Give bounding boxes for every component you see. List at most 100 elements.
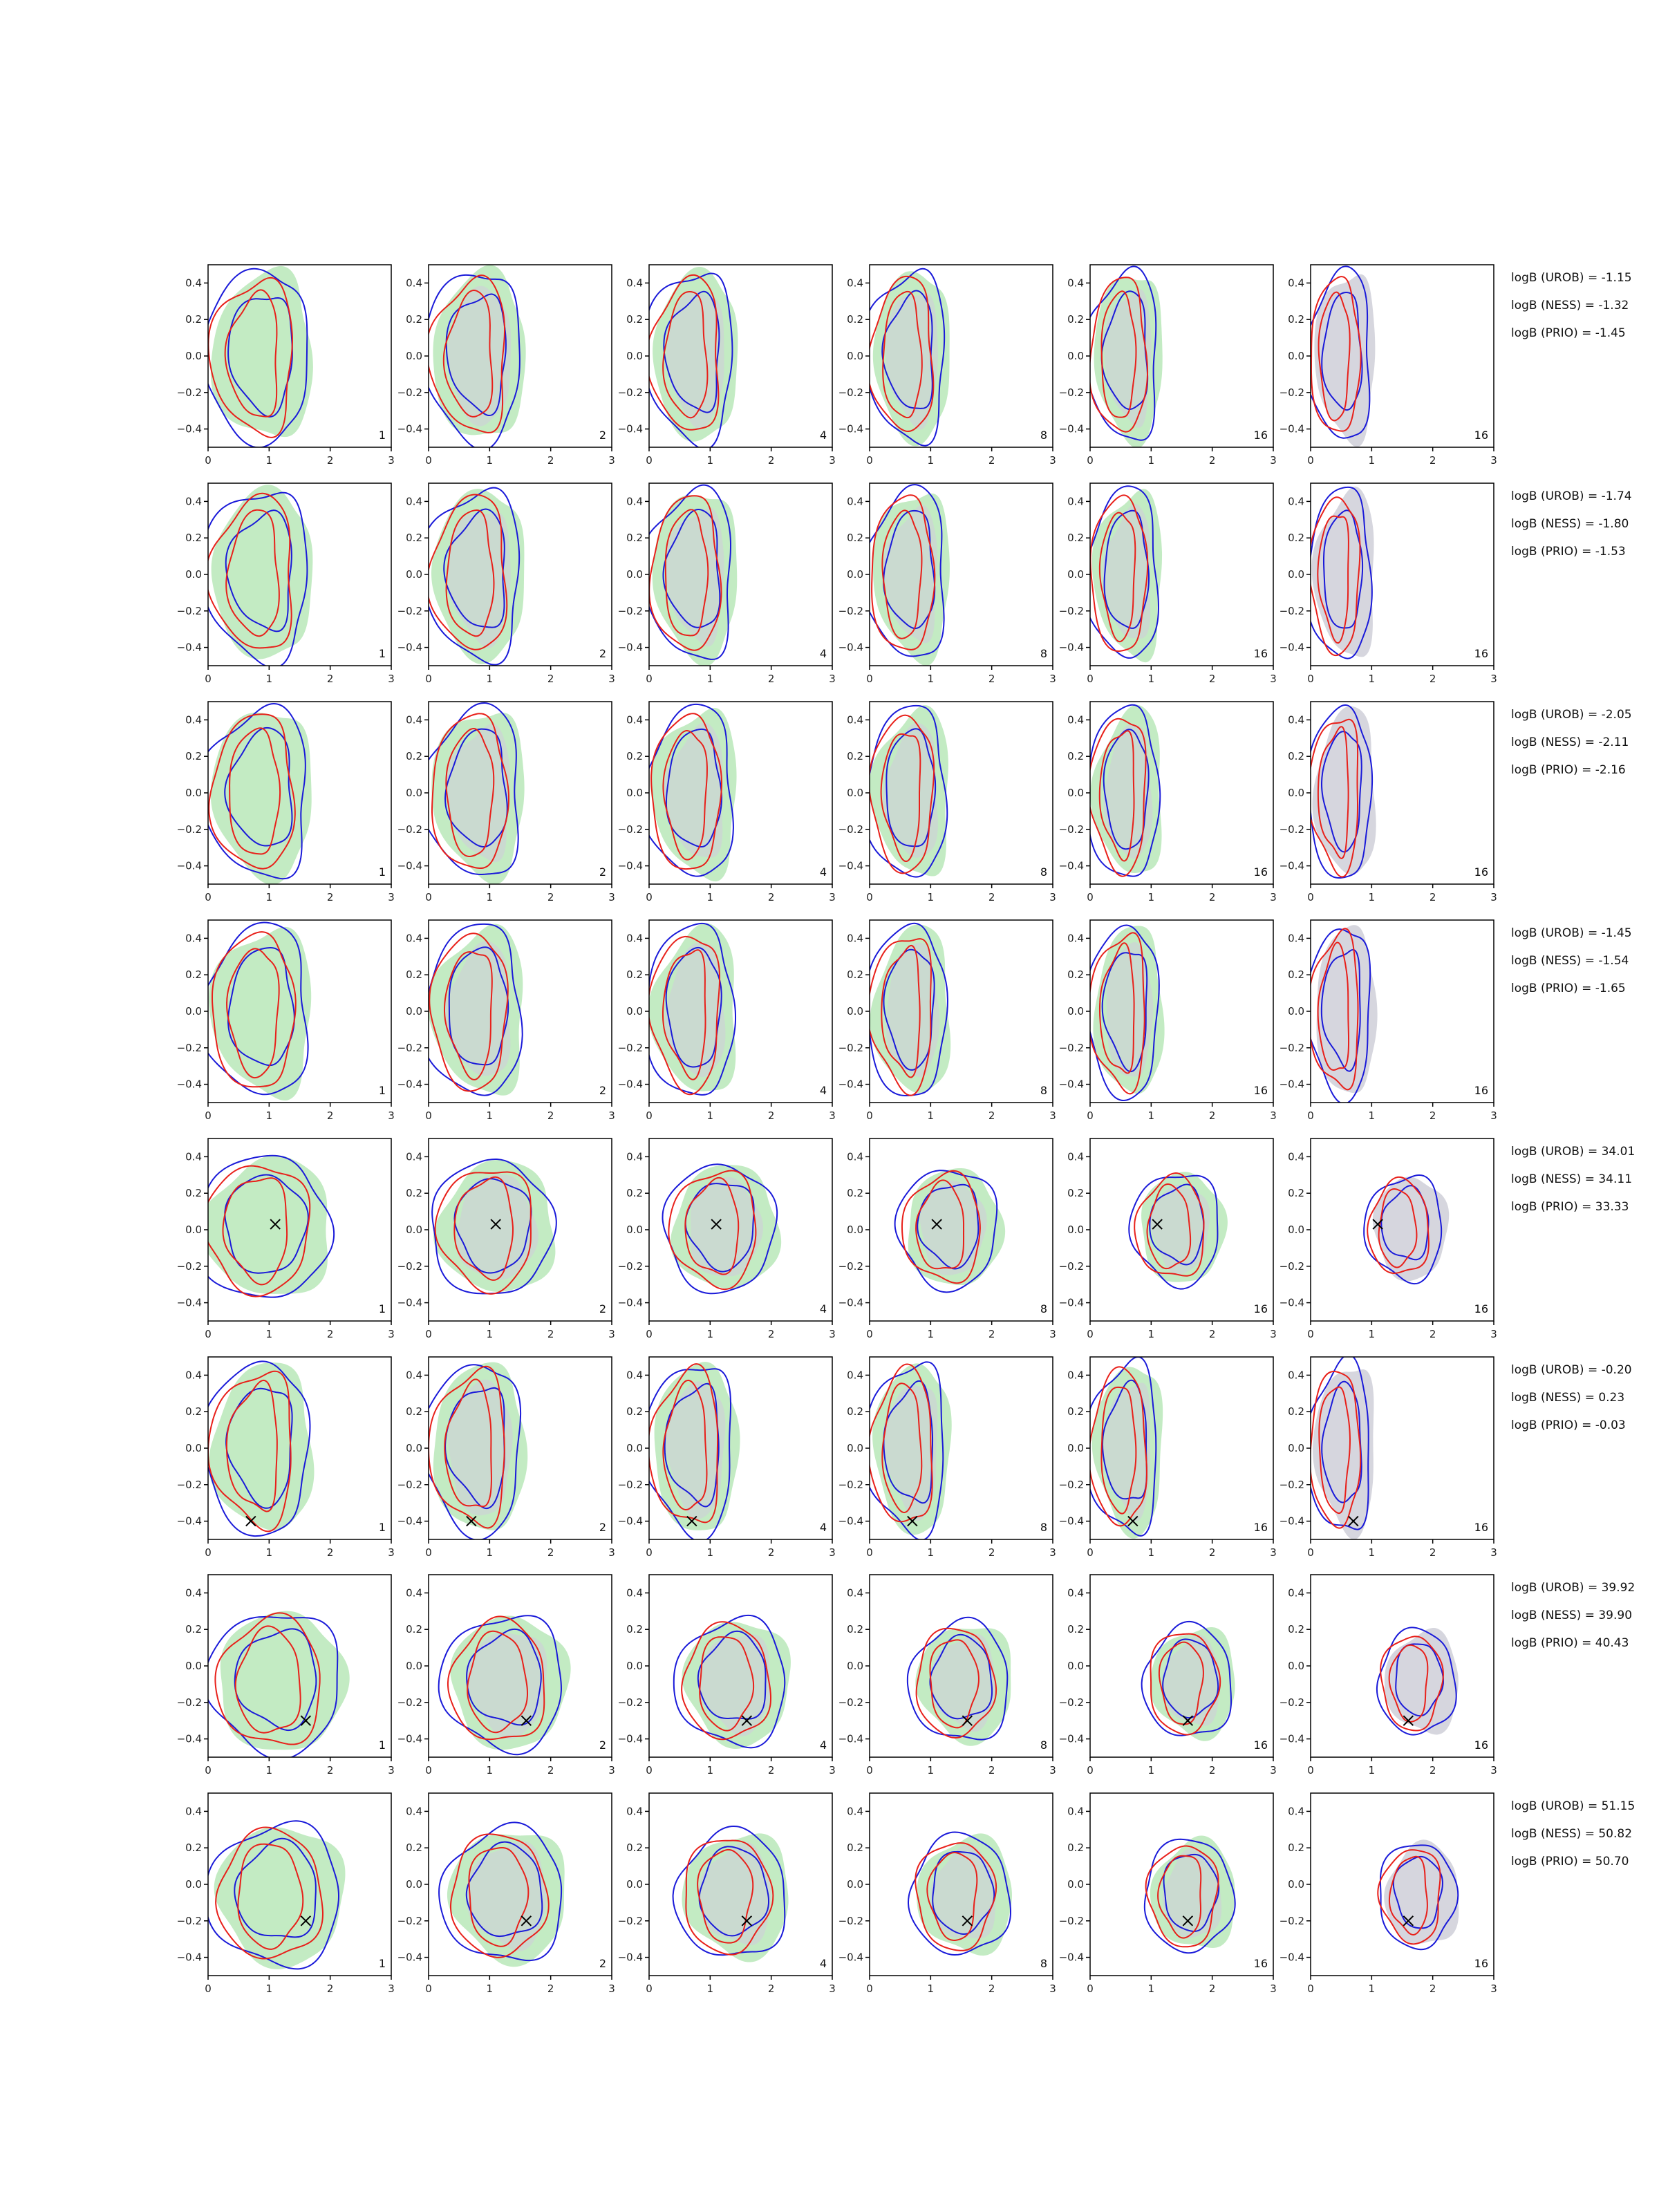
blue-contour-outer xyxy=(906,1616,1009,1741)
y-tick-label: 0.4 xyxy=(406,495,422,507)
y-tick-label: −0.2 xyxy=(177,1042,202,1054)
blue-contour-outer xyxy=(1141,1620,1232,1736)
y-tick-label: 0.2 xyxy=(406,1187,422,1199)
y-tick-label: 0.4 xyxy=(1288,713,1304,726)
sample-count-label: 8 xyxy=(1040,1302,1047,1315)
x-tick-label: 3 xyxy=(1270,1983,1277,1995)
true-value-marker xyxy=(907,1515,918,1527)
blue-contour-outer xyxy=(1311,1357,1369,1530)
y-tick-label: −0.4 xyxy=(1059,1733,1084,1745)
y-tick-label: −0.2 xyxy=(1059,1260,1084,1273)
y-tick-label: 0.0 xyxy=(185,1660,202,1672)
red-contour-outer xyxy=(1311,718,1359,878)
contour-group xyxy=(1311,1357,1374,1539)
blue-contour-outer xyxy=(673,1614,786,1749)
x-tick-label: 2 xyxy=(1430,1328,1436,1340)
x-tick-label: 3 xyxy=(1490,1764,1497,1777)
x-tick-label: 1 xyxy=(266,673,273,685)
y-tick-label: 0.0 xyxy=(1067,568,1084,581)
y-tick-label: 0.4 xyxy=(406,932,422,944)
sample-count-label: 16 xyxy=(1474,1302,1488,1315)
posterior-fill xyxy=(444,723,510,863)
y-tick-label: 0.2 xyxy=(185,1405,202,1418)
x-tick-label: 1 xyxy=(707,1764,714,1777)
x-tick-label: 0 xyxy=(646,1764,653,1777)
x-tick-label: 0 xyxy=(1087,1328,1094,1340)
x-tick-label: 2 xyxy=(327,1546,334,1559)
logb-label: logB (UROB) = -2.05 xyxy=(1511,708,1632,722)
blue-contour-inner xyxy=(665,728,723,848)
red-contour-outer xyxy=(449,1833,550,1958)
true-value-marker xyxy=(466,1515,477,1527)
y-tick-label: −0.4 xyxy=(618,641,643,654)
posterior-fill xyxy=(883,1385,938,1521)
blue-contour-outer xyxy=(208,1360,311,1537)
panel-r7-c4: 0.4 0.2 0.0 −0.2 −0.4 0 1 2 38 xyxy=(838,1574,1056,1777)
y-tick-label: −0.2 xyxy=(177,1915,202,1927)
y-tick-label: 0.2 xyxy=(626,313,643,326)
logb-label: logB (NESS) = 39.90 xyxy=(1511,1609,1632,1622)
y-tick-label: 0.2 xyxy=(847,1187,863,1199)
density-fill xyxy=(1372,1177,1450,1282)
x-tick-label: 0 xyxy=(1087,1109,1094,1122)
y-tick-label: 0.0 xyxy=(406,1442,422,1454)
x-tick-label: 2 xyxy=(327,454,334,467)
blue-contour-inner xyxy=(885,728,937,847)
y-tick-label: 0.0 xyxy=(185,1878,202,1891)
y-tick-label: 0.0 xyxy=(1288,568,1304,581)
panel-r6-c2: 0.40.20.0−0.2−0.40 1 2 32 xyxy=(397,1356,615,1559)
blue-contour-inner xyxy=(1163,1853,1220,1932)
y-tick-label: 0.0 xyxy=(626,1005,643,1018)
sample-count-label: 16 xyxy=(1254,429,1268,442)
x-tick-label: 0 xyxy=(205,454,212,467)
y-tick-label: 0.4 xyxy=(847,713,863,726)
logb-label: logB (UROB) = 34.01 xyxy=(1511,1145,1635,1159)
x-tick-label: 2 xyxy=(547,454,554,467)
posterior-fill xyxy=(698,1841,771,1945)
red-contour-inner xyxy=(453,1176,514,1281)
y-tick-label: −0.2 xyxy=(397,386,422,399)
y-tick-label: 0.0 xyxy=(626,787,643,799)
sample-count-label: 16 xyxy=(1474,1738,1488,1752)
y-tick-label: −0.2 xyxy=(1280,386,1304,399)
red-contour-outer xyxy=(208,492,292,649)
posterior-fill xyxy=(930,1844,996,1939)
x-tick-label: 2 xyxy=(547,1764,554,1777)
y-tick-label: −0.4 xyxy=(177,860,202,872)
x-tick-label: 1 xyxy=(707,1328,714,1340)
x-tick-label: 2 xyxy=(1430,1109,1436,1122)
y-tick-label: 0.4 xyxy=(185,1805,202,1817)
contour-group xyxy=(649,703,737,882)
panel-r7-c5: 0.4 0.2 0.0 −0.2 −0.4 0 1 2 316 xyxy=(1059,1574,1277,1777)
y-tick-label: 0.0 xyxy=(626,1878,643,1891)
blue-contour-outer xyxy=(1090,704,1161,877)
blue-contour-inner xyxy=(883,509,936,630)
panel-r3-c6: 0.4 0.2 0.0 −0.2 −0.4 0 1 2 316 xyxy=(1280,701,1497,903)
blue-contour-inner xyxy=(1392,1855,1443,1929)
panel-row-5: 0.40.20.0−0.2−0.40 1 2 310.40.20.0−0.2−0.40… xyxy=(177,1138,1635,1340)
blue-contour-inner xyxy=(1101,952,1148,1073)
y-tick-label: 0.0 xyxy=(406,1005,422,1018)
y-tick-label: −0.4 xyxy=(618,423,643,435)
x-tick-label: 3 xyxy=(388,1983,395,1995)
x-tick-label: 1 xyxy=(1148,891,1155,903)
x-tick-label: 3 xyxy=(388,1328,395,1340)
panel-r5-c1: 0.4 0.2 0.0 −0.2 −0.4 0 1 2 3 1 xyxy=(177,1138,395,1340)
y-tick-label: 0.4 xyxy=(185,276,202,289)
sample-count-label: 16 xyxy=(1254,1957,1268,1970)
y-tick-label: 0.4 xyxy=(626,1805,643,1817)
y-tick-label: −0.2 xyxy=(1280,1915,1304,1927)
logb-label: logB (NESS) = 0.23 xyxy=(1511,1391,1624,1405)
y-tick-label: 0.4 xyxy=(1067,495,1084,507)
y-tick-label: 0.4 xyxy=(1288,932,1304,944)
blue-contour-outer xyxy=(649,272,733,447)
logb-label: logB (PRIO) = -1.45 xyxy=(1511,326,1626,340)
red-contour-inner xyxy=(229,727,281,855)
x-tick-label: 1 xyxy=(707,673,714,685)
y-tick-label: −0.2 xyxy=(838,1042,863,1054)
panel-r2-c5: 0.4 0.2 0.0 −0.2 −0.4 0 1 2 3 16 xyxy=(1059,482,1277,685)
y-tick-label: 0.2 xyxy=(1288,313,1304,326)
x-tick-label: 0 xyxy=(1307,1109,1314,1122)
posterior-fill xyxy=(456,1174,538,1280)
red-contour-inner xyxy=(442,290,494,418)
